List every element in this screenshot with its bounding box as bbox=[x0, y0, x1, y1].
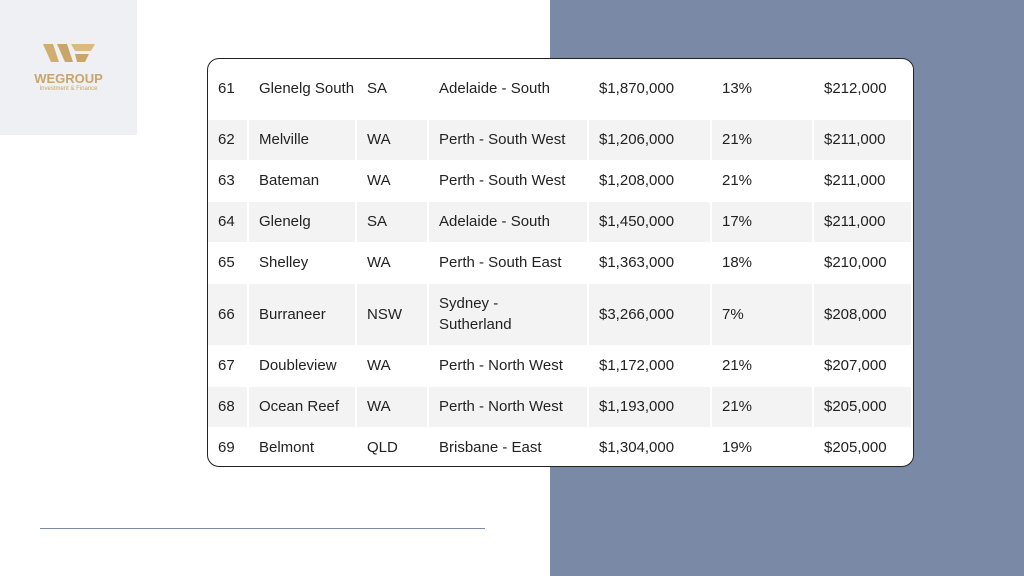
table-row: 62 Melville WA Perth - South West $1,206,000… bbox=[208, 119, 913, 161]
median-price-cell: $1,193,000 bbox=[588, 386, 712, 428]
value-gain-cell: $205,000 bbox=[813, 427, 913, 466]
value-gain-cell: $211,000 bbox=[813, 119, 913, 161]
table-row: 64 Glenelg SA Adelaide - South $1,450,000 17%… bbox=[208, 201, 913, 243]
rank-cell: 62 bbox=[208, 119, 249, 161]
growth-cell: 13% bbox=[711, 59, 814, 120]
rank-cell: 65 bbox=[208, 242, 249, 284]
table-row: 65 Shelley WA Perth - South East $1,363,000 1… bbox=[208, 242, 913, 284]
rank-cell: 61 bbox=[208, 59, 249, 120]
logo: WEGROUP Investment & Finance bbox=[0, 0, 137, 135]
value-gain-cell: $211,000 bbox=[813, 160, 913, 202]
suburb-cell: Glenelg bbox=[248, 201, 357, 243]
state-cell: QLD bbox=[356, 427, 429, 466]
growth-cell: 19% bbox=[711, 427, 814, 466]
median-price-cell: $1,450,000 bbox=[588, 201, 712, 243]
growth-cell: 7% bbox=[711, 283, 814, 346]
median-price-cell: $1,304,000 bbox=[588, 427, 712, 466]
logo-name: WEGROUP bbox=[34, 71, 103, 86]
region-cell: Sydney - Sutherland bbox=[428, 283, 589, 346]
region-cell: Perth - South West bbox=[428, 160, 589, 202]
growth-cell: 21% bbox=[711, 386, 814, 428]
value-gain-cell: $207,000 bbox=[813, 345, 913, 387]
region-cell: Perth - South West bbox=[428, 119, 589, 161]
median-price-cell: $1,206,000 bbox=[588, 119, 712, 161]
table-row: 68 Ocean Reef WA Perth - North West $1,193,0… bbox=[208, 386, 913, 428]
suburb-cell: Burraneer bbox=[248, 283, 357, 346]
suburb-cell: Doubleview bbox=[248, 345, 357, 387]
rank-cell: 68 bbox=[208, 386, 249, 428]
suburb-cell: Ocean Reef bbox=[248, 386, 357, 428]
value-gain-cell: $208,000 bbox=[813, 283, 913, 346]
suburb-cell: Melville bbox=[248, 119, 357, 161]
value-gain-cell: $212,000 bbox=[813, 59, 913, 120]
median-price-cell: $1,363,000 bbox=[588, 242, 712, 284]
region-cell: Perth - South East bbox=[428, 242, 589, 284]
state-cell: NSW bbox=[356, 283, 429, 346]
region-cell: Adelaide - South bbox=[428, 59, 589, 120]
suburb-cell: Shelley bbox=[248, 242, 357, 284]
state-cell: WA bbox=[356, 386, 429, 428]
rank-cell: 64 bbox=[208, 201, 249, 243]
growth-cell: 17% bbox=[711, 201, 814, 243]
state-cell: SA bbox=[356, 201, 429, 243]
state-cell: WA bbox=[356, 345, 429, 387]
growth-cell: 21% bbox=[711, 160, 814, 202]
divider bbox=[40, 528, 485, 529]
table-card: 61 Glenelg South SA Adelaide - South $1,870,… bbox=[207, 58, 914, 467]
suburb-cell: Belmont bbox=[248, 427, 357, 466]
region-cell: Brisbane - East bbox=[428, 427, 589, 466]
growth-cell: 21% bbox=[711, 345, 814, 387]
logo-tagline: Investment & Finance bbox=[39, 86, 98, 92]
median-price-cell: $1,172,000 bbox=[588, 345, 712, 387]
state-cell: SA bbox=[356, 59, 429, 120]
value-gain-cell: $211,000 bbox=[813, 201, 913, 243]
region-cell: Perth - North West bbox=[428, 386, 589, 428]
rank-cell: 66 bbox=[208, 283, 249, 346]
growth-cell: 21% bbox=[711, 119, 814, 161]
median-price-cell: $3,266,000 bbox=[588, 283, 712, 346]
table: 61 Glenelg South SA Adelaide - South $1,870,… bbox=[208, 59, 913, 466]
table-row: 69 Belmont QLD Brisbane - East $1,304,000 19%… bbox=[208, 427, 913, 466]
suburb-cell: Glenelg South bbox=[248, 59, 357, 120]
rank-cell: 69 bbox=[208, 427, 249, 466]
value-gain-cell: $210,000 bbox=[813, 242, 913, 284]
logo-mark bbox=[42, 44, 95, 62]
rank-cell: 67 bbox=[208, 345, 249, 387]
table-row: 63 Bateman WA Perth - South West $1,208,000 2… bbox=[208, 160, 913, 202]
state-cell: WA bbox=[356, 119, 429, 161]
median-price-cell: $1,208,000 bbox=[588, 160, 712, 202]
rank-cell: 63 bbox=[208, 160, 249, 202]
state-cell: WA bbox=[356, 160, 429, 202]
suburb-cell: Bateman bbox=[248, 160, 357, 202]
growth-cell: 18% bbox=[711, 242, 814, 284]
value-gain-cell: $205,000 bbox=[813, 386, 913, 428]
table-row: 61 Glenelg South SA Adelaide - South $1,870,… bbox=[208, 59, 913, 120]
state-cell: WA bbox=[356, 242, 429, 284]
table-row: 67 Doubleview WA Perth - North West $1,172,0… bbox=[208, 345, 913, 387]
table-row: 66 Burraneer NSW Sydney - Sutherland $3,266,… bbox=[208, 283, 913, 346]
median-price-cell: $1,870,000 bbox=[588, 59, 712, 120]
region-cell: Perth - North West bbox=[428, 345, 589, 387]
region-cell: Adelaide - South bbox=[428, 201, 589, 243]
